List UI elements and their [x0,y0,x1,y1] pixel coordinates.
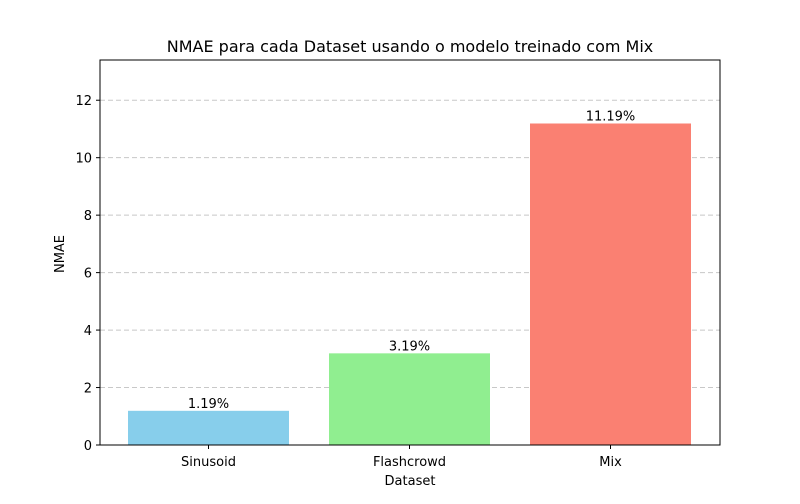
y-tick-label: 10 [75,152,92,167]
bar-value-labels: 1.19% 3.19% 11.19% [188,109,635,411]
bar-flashcrowd [329,353,490,445]
y-tick-label: 8 [84,209,92,224]
y-tick-label: 12 [75,94,92,109]
bar-sinusoid [128,410,289,445]
bar-value-label: 11.19% [586,109,636,124]
y-tick-label: 2 [84,382,92,397]
bar-mix [530,123,691,445]
x-tick-label: Sinusoid [181,455,236,470]
x-axis-ticks: Sinusoid Flashcrowd Mix [181,445,622,470]
chart-title: NMAE para cada Dataset usando o modelo t… [167,37,654,56]
x-axis-label: Dataset [385,474,436,489]
y-tick-label: 6 [84,267,92,282]
x-tick-label: Mix [599,455,622,470]
bar-value-label: 3.19% [389,339,430,354]
y-tick-label: 4 [84,324,92,339]
bars [128,123,691,445]
x-tick-label: Flashcrowd [373,455,446,470]
bar-value-label: 1.19% [188,397,229,412]
y-axis-label: NMAE [53,235,68,273]
y-tick-label: 0 [84,439,92,454]
y-axis-ticks: 0 2 4 6 8 10 12 [75,94,100,454]
